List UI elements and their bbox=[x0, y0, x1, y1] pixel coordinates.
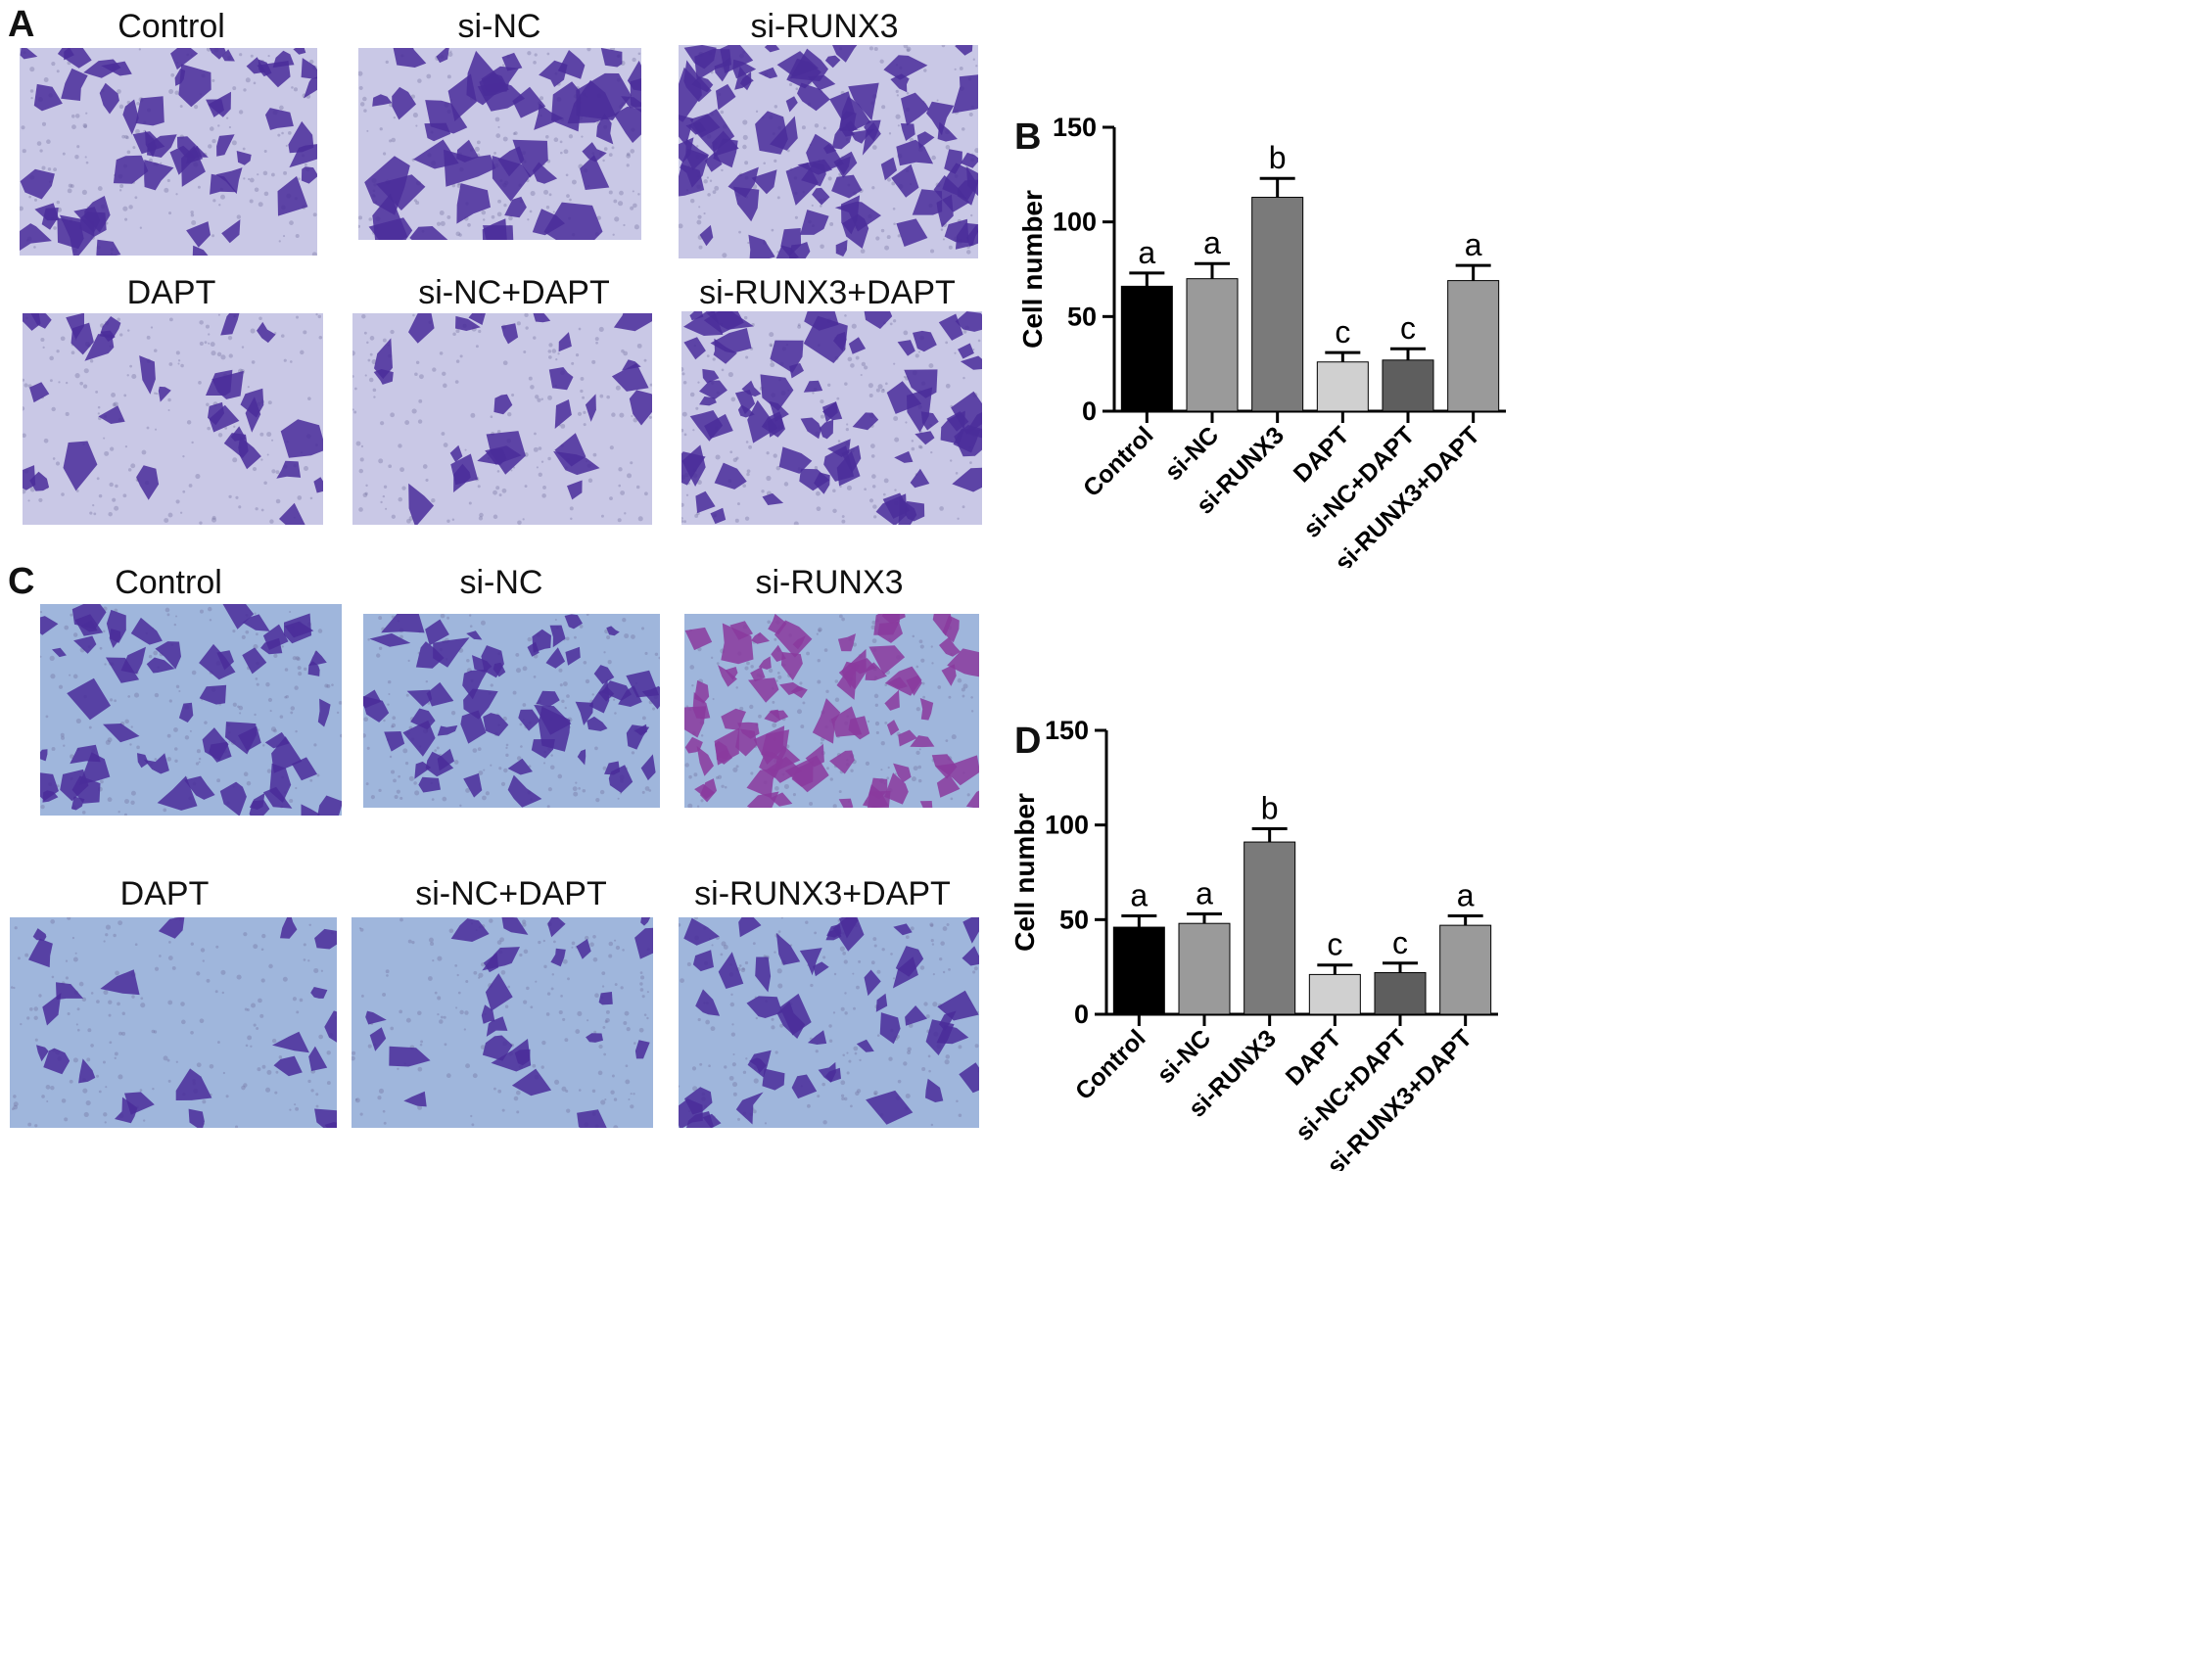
panel-letter-c: C bbox=[8, 561, 35, 602]
chart-b-bar-5 bbox=[1447, 280, 1500, 412]
micrograph-a-si-nc-dapt bbox=[352, 313, 652, 525]
chart-d-bar-0 bbox=[1112, 926, 1165, 1015]
micrograph-texture bbox=[20, 48, 317, 256]
micrograph-texture bbox=[681, 311, 982, 525]
chart-b-bar-4 bbox=[1382, 359, 1434, 412]
image-label-a-si-nc-dapt: si-NC+DAPT bbox=[418, 274, 610, 311]
chart-b-y-axis-label: Cell number bbox=[1017, 190, 1048, 349]
micrograph-texture bbox=[679, 45, 978, 258]
micrograph-texture bbox=[363, 614, 660, 808]
chart-d-y-tick-label: 100 bbox=[1045, 811, 1089, 840]
chart-b-y-tick-label: 0 bbox=[1082, 397, 1097, 426]
micrograph-texture bbox=[40, 604, 342, 816]
chart-b-y-tick-label: 50 bbox=[1067, 302, 1097, 331]
micrograph-texture bbox=[684, 614, 979, 808]
chart-b-annotation: c bbox=[1335, 314, 1350, 350]
bar-chart-b: 0 50 100 150 Cell number a Control a si-NC b si-RU… bbox=[999, 108, 1547, 577]
chart-d-y-tick-label: 150 bbox=[1045, 716, 1089, 745]
panel-letter-a: A bbox=[8, 4, 35, 45]
chart-d-x-tick-label: Control bbox=[1070, 1024, 1151, 1105]
micrograph-texture bbox=[679, 917, 979, 1128]
chart-b-bar-3 bbox=[1316, 361, 1369, 412]
micrograph-texture bbox=[352, 313, 652, 525]
panel-letter-b: B bbox=[1014, 117, 1042, 158]
image-label-a-dapt: DAPT bbox=[126, 274, 216, 311]
micrograph-texture bbox=[358, 48, 641, 240]
micrograph-c-si-nc-dapt bbox=[352, 917, 653, 1128]
image-label-a-si-runx3-dapt: si-RUNX3+DAPT bbox=[699, 274, 956, 311]
chart-d-bar-1 bbox=[1178, 922, 1231, 1015]
chart-b-annotation: a bbox=[1138, 235, 1155, 270]
image-label-c-dapt: DAPT bbox=[119, 875, 210, 912]
image-label-c-si-runx3-dapt: si-RUNX3+DAPT bbox=[694, 875, 951, 912]
image-label-a-control: Control bbox=[117, 8, 225, 45]
chart-b-y-tick-label: 100 bbox=[1053, 208, 1097, 237]
chart-d-y-tick-label: 0 bbox=[1074, 1000, 1089, 1029]
image-label-a-si-runx3: si-RUNX3 bbox=[750, 8, 899, 45]
chart-b-annotation: a bbox=[1465, 227, 1482, 262]
micrograph-texture bbox=[10, 917, 337, 1128]
chart-b-annotation: c bbox=[1400, 310, 1416, 346]
chart-d-annotation: b bbox=[1261, 791, 1279, 826]
chart-d-bar-5 bbox=[1439, 924, 1492, 1015]
chart-d-annotation: a bbox=[1457, 877, 1475, 912]
micrograph-a-si-runx3-dapt bbox=[681, 311, 982, 525]
micrograph-a-si-nc bbox=[358, 48, 641, 240]
micrograph-c-si-runx3-dapt bbox=[679, 917, 979, 1128]
chart-d-y-axis-label: Cell number bbox=[1009, 793, 1040, 952]
chart-d-annotation: c bbox=[1392, 925, 1408, 960]
chart-d-bar-3 bbox=[1308, 973, 1361, 1015]
chart-b-y-tick-label: 150 bbox=[1053, 113, 1097, 142]
chart-d-annotation: c bbox=[1327, 927, 1342, 962]
chart-d-y-tick-label: 50 bbox=[1059, 905, 1089, 934]
chart-d-annotation: a bbox=[1196, 876, 1213, 911]
micrograph-texture bbox=[352, 917, 653, 1128]
micrograph-a-dapt bbox=[23, 313, 323, 525]
chart-b-bar-1 bbox=[1186, 278, 1239, 412]
chart-d-bar-4 bbox=[1374, 971, 1427, 1015]
panel-letter-d: D bbox=[1014, 721, 1042, 762]
chart-b-annotation: b bbox=[1269, 140, 1287, 175]
micrograph-a-control bbox=[20, 48, 317, 256]
image-label-c-si-runx3: si-RUNX3 bbox=[755, 564, 904, 601]
image-label-c-control: Control bbox=[115, 564, 222, 601]
micrograph-c-control bbox=[40, 604, 342, 816]
micrograph-texture bbox=[23, 313, 323, 525]
bar-chart-d: 0 50 100 150 Cell number a Control a si-NC b si-RU… bbox=[991, 711, 1539, 1180]
chart-d-bar-2 bbox=[1243, 841, 1296, 1015]
image-label-a-si-nc: si-NC bbox=[457, 8, 541, 45]
chart-d-annotation: a bbox=[1130, 877, 1148, 912]
chart-b-bar-0 bbox=[1120, 285, 1173, 412]
chart-b-annotation: a bbox=[1203, 225, 1221, 260]
micrograph-c-si-nc bbox=[363, 614, 660, 808]
micrograph-c-dapt bbox=[10, 917, 337, 1128]
micrograph-a-si-runx3 bbox=[679, 45, 978, 258]
micrograph-c-si-runx3 bbox=[684, 614, 979, 808]
chart-b-x-tick-label: Control bbox=[1078, 421, 1159, 502]
image-label-c-si-nc-dapt: si-NC+DAPT bbox=[415, 875, 607, 912]
chart-b-bar-2 bbox=[1251, 197, 1304, 412]
image-label-c-si-nc: si-NC bbox=[459, 564, 543, 601]
